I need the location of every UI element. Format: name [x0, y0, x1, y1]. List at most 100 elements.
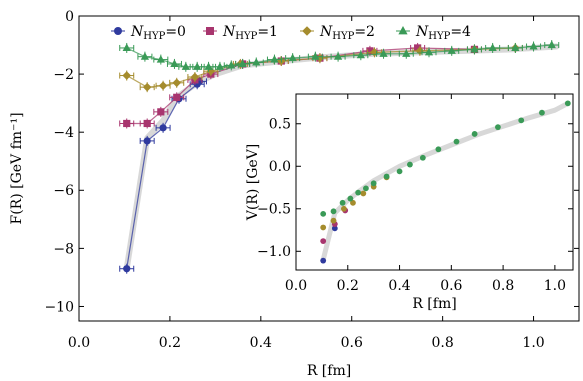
- data-point: [320, 224, 327, 231]
- legend-label: NHYP=0: [130, 24, 186, 42]
- data-point: [424, 47, 434, 56]
- y-tick-label: −0.5: [257, 201, 291, 217]
- legend-marker: [114, 27, 122, 35]
- data-point: [447, 46, 456, 54]
- data-point: [402, 49, 411, 57]
- x-axis-title: R [fm]: [307, 363, 351, 379]
- x-axis-title: R [fm]: [412, 296, 456, 312]
- data-point: [539, 109, 545, 116]
- y-tick-label: 0.0: [269, 159, 291, 175]
- data-point: [122, 71, 132, 80]
- data-point: [488, 43, 497, 52]
- y-tick-label: −2: [53, 67, 74, 83]
- legend-label-main: N: [130, 24, 144, 40]
- legend-label: NHYP=4: [415, 24, 471, 42]
- data-point: [471, 131, 478, 137]
- data-point: [140, 52, 150, 60]
- data-point: [470, 44, 479, 53]
- series-3: [320, 100, 571, 217]
- data-point: [495, 124, 501, 131]
- data-point: [564, 100, 571, 107]
- x-tick-label: 0.6: [440, 278, 462, 294]
- data-point: [355, 189, 362, 196]
- data-point: [419, 154, 426, 161]
- legend-item-0: NHYP=0: [111, 24, 186, 42]
- data-point: [362, 185, 369, 192]
- y-tick-label: −1.0: [257, 244, 291, 260]
- data-point: [227, 60, 236, 69]
- legend-label-main: N: [319, 24, 333, 40]
- data-point: [143, 119, 151, 128]
- data-point: [547, 40, 556, 49]
- data-point: [330, 217, 337, 224]
- legend-label: NHYP=1: [222, 24, 278, 42]
- data-point: [159, 124, 167, 132]
- data-point: [122, 43, 131, 52]
- data-point: [193, 62, 202, 70]
- data-point: [347, 195, 354, 202]
- legend-label-main: N: [415, 24, 429, 40]
- legend-label-tail: =1: [257, 24, 278, 40]
- y-tick-label: −4: [53, 125, 74, 141]
- y-tick-label: −10: [44, 299, 74, 315]
- legend-label-tail: =4: [450, 24, 471, 40]
- data-point: [366, 47, 374, 55]
- data-point: [356, 50, 365, 59]
- x-tick-label: 0.2: [159, 335, 181, 351]
- data-point: [529, 42, 538, 50]
- x-tick-label: 0.8: [492, 278, 514, 294]
- data-point: [172, 78, 182, 88]
- data-point: [238, 59, 247, 67]
- x-tick-label: 0.8: [432, 335, 454, 351]
- legend-label-tail: =2: [354, 24, 375, 40]
- legend-label: NHYP=2: [319, 24, 375, 42]
- legend-label-sub: HYP: [235, 31, 257, 42]
- data-point: [156, 55, 165, 63]
- legend-item-2: NHYP=2: [300, 24, 375, 42]
- data-point: [158, 81, 168, 91]
- data-point: [123, 119, 131, 128]
- data-point: [339, 199, 346, 206]
- series-0: [320, 225, 338, 264]
- legend-marker: [302, 26, 312, 36]
- y-tick-label: 0: [65, 9, 74, 25]
- fit-band: [320, 100, 571, 263]
- data-point: [370, 180, 377, 187]
- data-point: [453, 138, 460, 145]
- data-point: [215, 62, 225, 70]
- y-tick-label: −8: [53, 241, 74, 257]
- data-point: [330, 208, 337, 215]
- y-axis-title: F(R) [GeV fm⁻¹]: [9, 112, 25, 224]
- plot-frame: [78, 15, 580, 322]
- legend-marker: [398, 26, 408, 35]
- x-tick-label: 0.0: [68, 335, 90, 351]
- data-point: [204, 62, 213, 70]
- data-point: [320, 257, 327, 264]
- data-point: [190, 72, 200, 82]
- data-point: [311, 52, 320, 60]
- data-point: [173, 93, 181, 101]
- data-point: [407, 161, 413, 168]
- data-point: [181, 62, 190, 70]
- data-point: [333, 52, 343, 60]
- data-point: [142, 82, 152, 92]
- data-point: [157, 108, 165, 116]
- data-point: [340, 205, 347, 212]
- x-tick-label: 0.6: [341, 335, 363, 351]
- plot-frame: [295, 93, 574, 271]
- legend-item-3: NHYP=4: [396, 24, 471, 42]
- data-point: [143, 137, 151, 145]
- data-point: [414, 44, 422, 52]
- y-axis-title: V(R) [GeV]: [245, 144, 261, 222]
- legend-label-tail: =0: [165, 24, 186, 40]
- inset-chart: 0.0 0.2 0.4 0.6 0.8 1.0 0.5 0.0 −0.5 −1.0 R [fm] V(…: [245, 93, 574, 312]
- data-point: [379, 49, 388, 57]
- x-tick-label: 0.4: [250, 335, 272, 351]
- y-tick-label: −6: [53, 183, 74, 199]
- x-tick-label: 0.4: [388, 278, 410, 294]
- x-tick-label: 1.0: [522, 335, 544, 351]
- legend-label-main: N: [222, 24, 236, 40]
- data-point: [518, 117, 525, 124]
- data-point: [270, 55, 279, 63]
